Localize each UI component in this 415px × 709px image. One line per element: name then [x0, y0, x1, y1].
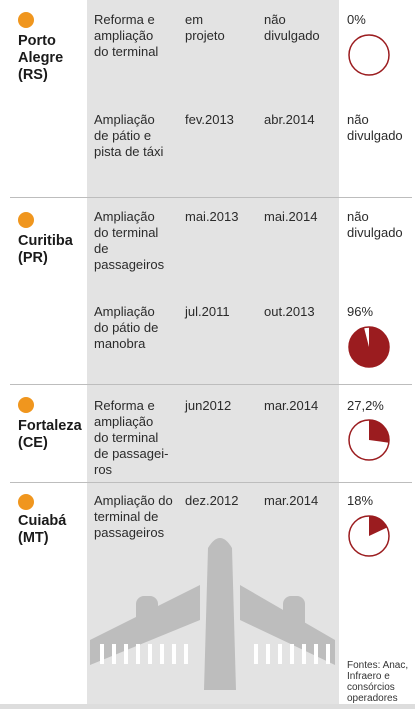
bottom-strip	[0, 704, 415, 709]
progress-pie	[348, 515, 390, 557]
start-date: mai.2013	[185, 209, 239, 224]
city-name: Fortaleza (CE)	[18, 418, 82, 451]
progress-label: não divulgado	[347, 209, 403, 240]
section-divider	[10, 482, 412, 483]
start-date: jul.2011	[185, 304, 230, 319]
work-description: Ampliação de pátio e pista de táxi	[94, 112, 164, 159]
end-date: out.2013	[264, 304, 315, 319]
start-date: em projeto	[185, 12, 225, 43]
progress-label: não divulgado	[347, 112, 403, 143]
work-description: Reforma e ampliação do terminal	[94, 12, 159, 59]
progress-label: 18%	[347, 493, 374, 508]
end-date: não divulgado	[264, 12, 320, 43]
city-marker-icon	[18, 212, 34, 228]
city-name: Porto Alegre (RS)	[18, 33, 64, 83]
progress-pie	[348, 326, 390, 368]
pie-slice	[369, 420, 389, 443]
start-date: jun2012	[185, 398, 232, 413]
city-name: Curitiba (PR)	[18, 233, 73, 266]
runway-lights	[100, 644, 330, 664]
city-marker-icon	[18, 12, 34, 28]
city-marker-icon	[18, 397, 34, 413]
work-description: Ampliação do terminal de passageiros	[94, 493, 173, 540]
source-note: Fontes: Anac, Infraero e consórcios oper…	[347, 660, 409, 704]
airplane-illustration	[90, 538, 335, 690]
work-description: Reforma e ampliação do terminal de passa…	[94, 398, 169, 477]
end-date: mar.2014	[264, 493, 319, 508]
progress-label: 96%	[347, 304, 374, 319]
work-description: Ampliação do terminal de passageiros	[94, 209, 165, 272]
start-date: fev.2013	[185, 112, 234, 127]
work-description: Ampliação do pátio de manobra	[94, 304, 159, 351]
city-marker-icon	[18, 494, 34, 510]
progress-pie	[348, 419, 390, 461]
end-date: mar.2014	[264, 398, 319, 413]
pie-background	[348, 34, 390, 76]
pie-slice	[369, 516, 388, 536]
progress-pie	[348, 34, 390, 76]
start-date: dez.2012	[185, 493, 239, 508]
section-divider	[10, 384, 412, 385]
section-divider	[10, 197, 412, 198]
pie-slice	[349, 327, 389, 367]
progress-label: 0%	[347, 12, 366, 27]
city-name: Cuiabá (MT)	[18, 513, 67, 546]
progress-label: 27,2%	[347, 398, 384, 413]
end-date: mai.2014	[264, 209, 318, 224]
end-date: abr.2014	[264, 112, 315, 127]
